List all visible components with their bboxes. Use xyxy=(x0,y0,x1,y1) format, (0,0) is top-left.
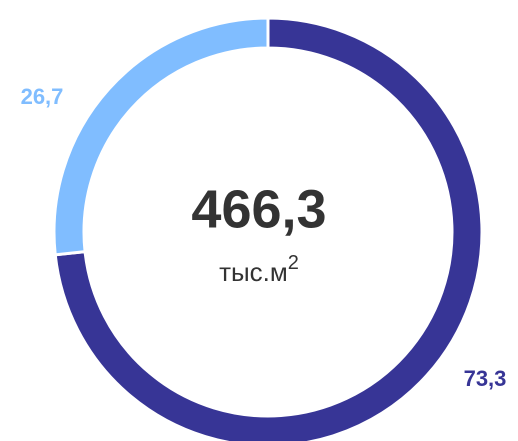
data-label: 73,3 xyxy=(464,366,507,391)
donut-segment xyxy=(53,16,484,441)
center-value: 466,3 xyxy=(191,179,326,239)
data-label: 26,7 xyxy=(21,84,64,109)
center-unit: тыс.м2 xyxy=(219,252,299,287)
unit-sup: 2 xyxy=(288,252,299,274)
unit-text: тыс.м xyxy=(219,257,288,287)
donut-segment xyxy=(52,16,270,257)
